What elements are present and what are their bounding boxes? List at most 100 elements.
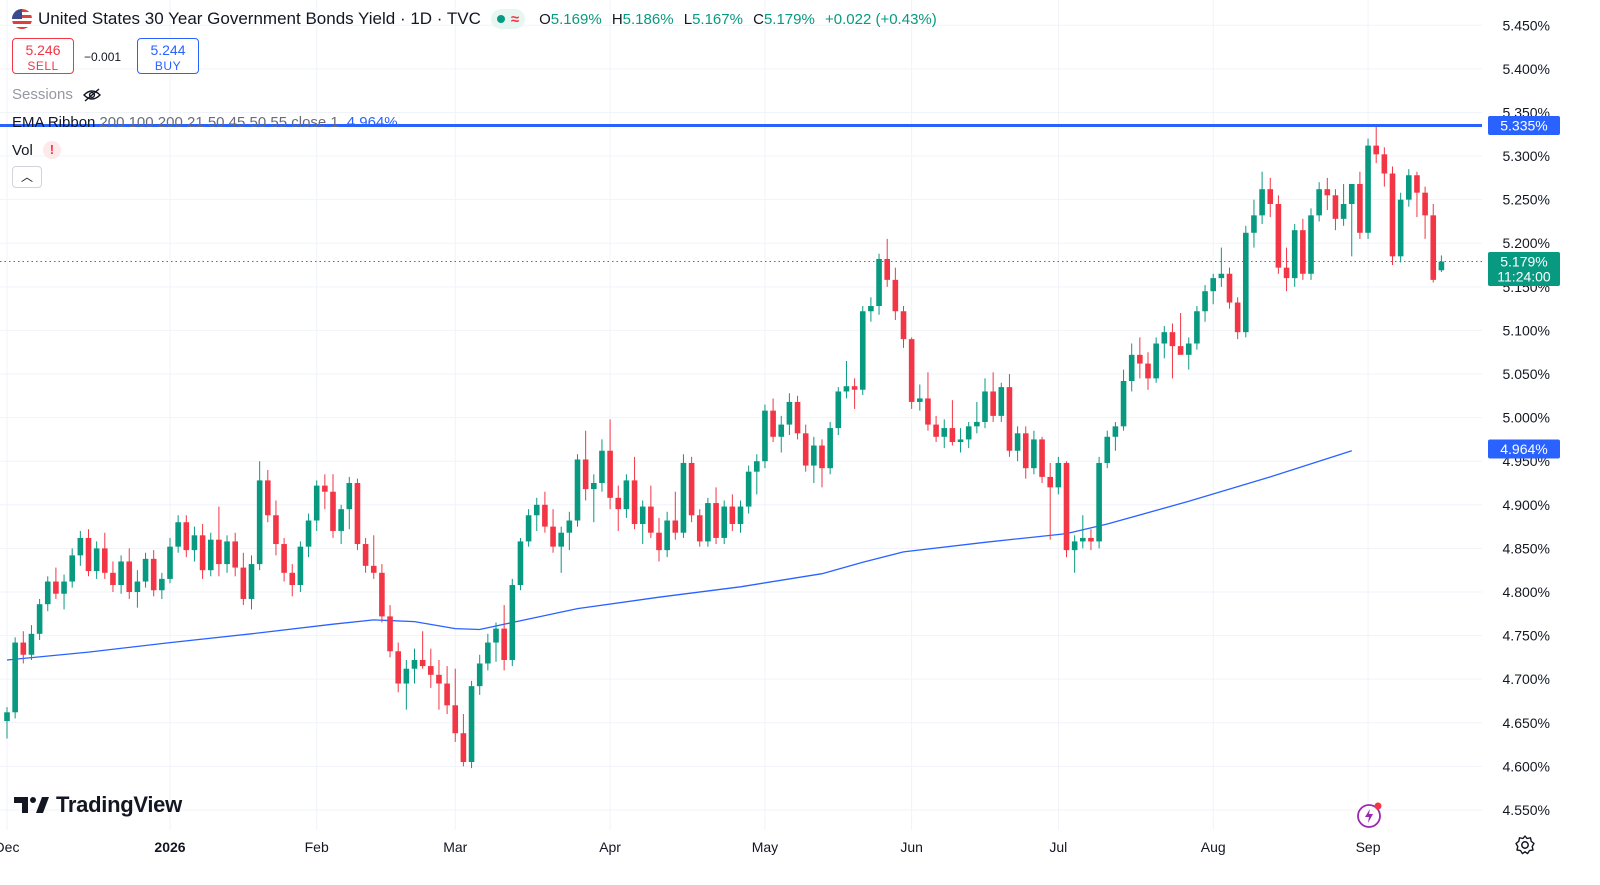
candle[interactable]: [982, 378, 988, 429]
candle[interactable]: [908, 337, 915, 409]
warning-icon[interactable]: !: [42, 141, 61, 159]
candle[interactable]: [892, 267, 899, 320]
candle[interactable]: [1300, 218, 1306, 280]
candle[interactable]: [85, 529, 92, 577]
candle[interactable]: [827, 421, 833, 475]
candle[interactable]: [1039, 436, 1045, 484]
candle[interactable]: [965, 421, 972, 449]
candle[interactable]: [623, 474, 630, 518]
candle[interactable]: [876, 253, 882, 315]
candle[interactable]: [680, 454, 687, 538]
candle[interactable]: [713, 487, 719, 545]
candle[interactable]: [1161, 326, 1168, 359]
candle[interactable]: [118, 555, 124, 594]
candle[interactable]: [199, 523, 206, 579]
volume-legend[interactable]: Vol !: [12, 141, 61, 159]
candle[interactable]: [859, 306, 866, 395]
candle[interactable]: [183, 515, 190, 558]
candle[interactable]: [1137, 337, 1143, 379]
candle[interactable]: [794, 395, 801, 440]
candle[interactable]: [574, 454, 581, 527]
horizontal-line-layer[interactable]: [0, 124, 1482, 263]
collapse-legend-button[interactable]: ︿: [12, 166, 42, 188]
candle[interactable]: [1218, 247, 1225, 287]
candle[interactable]: [36, 598, 43, 640]
candle[interactable]: [61, 574, 67, 610]
candle[interactable]: [1357, 171, 1363, 239]
candle[interactable]: [1406, 169, 1412, 207]
candle[interactable]: [281, 537, 287, 582]
candle[interactable]: [582, 430, 589, 501]
candle[interactable]: [476, 654, 483, 695]
candle[interactable]: [1275, 195, 1282, 274]
candle[interactable]: [550, 509, 556, 553]
candle[interactable]: [835, 387, 842, 436]
candle[interactable]: [957, 428, 964, 453]
candle[interactable]: [998, 382, 1005, 422]
candle[interactable]: [419, 631, 426, 669]
candle[interactable]: [134, 570, 141, 608]
buy-button[interactable]: 5.244 BUY: [137, 38, 199, 74]
market-status-badge[interactable]: ≈: [490, 9, 526, 29]
candle[interactable]: [395, 642, 401, 693]
candle[interactable]: [664, 511, 670, 558]
candle[interactable]: [313, 480, 320, 531]
candle[interactable]: [224, 535, 230, 573]
candle[interactable]: [379, 564, 385, 623]
candle[interactable]: [1373, 125, 1379, 164]
candle[interactable]: [990, 372, 996, 422]
candle[interactable]: [354, 478, 361, 551]
candle[interactable]: [1088, 529, 1094, 551]
candle[interactable]: [1210, 273, 1216, 305]
candle[interactable]: [265, 469, 271, 523]
candle[interactable]: [851, 378, 858, 409]
candle[interactable]: [1071, 535, 1078, 573]
candle[interactable]: [917, 384, 923, 411]
candle[interactable]: [1080, 515, 1086, 549]
candle[interactable]: [648, 485, 654, 538]
candle[interactable]: [102, 532, 108, 579]
candle[interactable]: [1128, 343, 1135, 392]
candle[interactable]: [672, 491, 679, 540]
candle[interactable]: [297, 541, 304, 592]
candle[interactable]: [4, 707, 10, 739]
candle[interactable]: [542, 491, 548, 533]
candle[interactable]: [69, 548, 75, 588]
candle[interactable]: [493, 622, 499, 662]
candle[interactable]: [338, 504, 344, 545]
candle[interactable]: [289, 564, 296, 597]
candle[interactable]: [248, 555, 255, 610]
candle[interactable]: [1316, 182, 1322, 222]
candle[interactable]: [330, 474, 336, 538]
candle[interactable]: [150, 550, 157, 597]
candle[interactable]: [207, 532, 214, 577]
candle[interactable]: [1185, 337, 1192, 370]
candle[interactable]: [452, 668, 459, 742]
candle[interactable]: [1430, 204, 1437, 283]
candle[interactable]: [517, 537, 524, 591]
candle[interactable]: [1259, 171, 1265, 225]
candle[interactable]: [843, 360, 850, 399]
candle[interactable]: [1291, 224, 1298, 287]
candle[interactable]: [411, 648, 418, 684]
candle[interactable]: [754, 454, 760, 495]
candle[interactable]: [216, 506, 222, 577]
candle[interactable]: [1332, 189, 1339, 231]
candle[interactable]: [232, 532, 238, 577]
candle[interactable]: [525, 509, 532, 547]
candle[interactable]: [77, 530, 84, 566]
symbol-title[interactable]: United States 30 Year Government Bonds Y…: [38, 9, 481, 28]
candle[interactable]: [1251, 199, 1257, 248]
candle[interactable]: [949, 400, 956, 446]
candle[interactable]: [1055, 456, 1062, 495]
candle[interactable]: [387, 605, 393, 658]
candle[interactable]: [1397, 192, 1404, 263]
candle[interactable]: [811, 436, 817, 484]
candle[interactable]: [305, 513, 312, 558]
candles-layer[interactable]: [4, 125, 1445, 769]
candle[interactable]: [974, 401, 980, 434]
candle[interactable]: [428, 648, 434, 688]
ema-ribbon-legend[interactable]: EMA Ribbon 200 100 200 21 50 45 50 55 clo…: [12, 114, 398, 131]
candle[interactable]: [770, 398, 776, 443]
candle[interactable]: [1243, 225, 1249, 338]
